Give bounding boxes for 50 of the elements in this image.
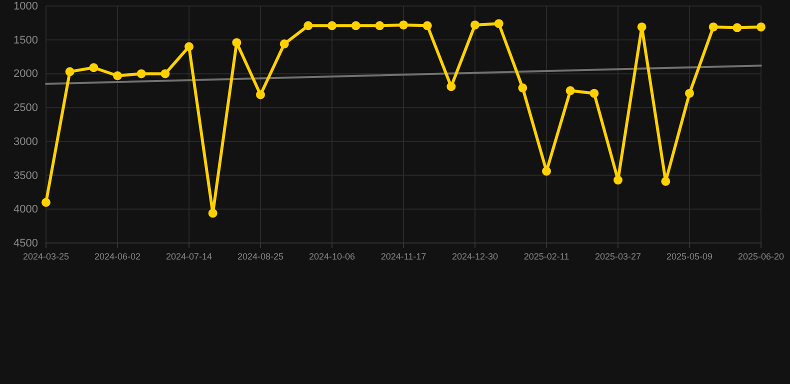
y-tick-label: 3500 bbox=[14, 170, 38, 182]
x-tick-label: 2024-11-17 bbox=[380, 251, 426, 262]
y-tick-label: 3000 bbox=[14, 136, 38, 148]
point bbox=[756, 22, 766, 32]
point bbox=[208, 208, 218, 218]
x-tick-label: 2025-06-20 bbox=[738, 251, 784, 262]
point bbox=[65, 67, 74, 76]
point bbox=[494, 19, 504, 28]
point bbox=[518, 83, 528, 92]
x-tick-label: 2025-05-09 bbox=[666, 251, 713, 262]
x-tick-label: 2024-07-14 bbox=[166, 251, 212, 262]
point bbox=[136, 69, 146, 78]
y-tick-label: 4000 bbox=[14, 204, 38, 216]
point bbox=[590, 88, 599, 98]
point bbox=[351, 21, 360, 30]
point bbox=[280, 39, 289, 48]
x-tick-label: 2025-02-11 bbox=[524, 251, 570, 262]
y-tick-label: 2500 bbox=[14, 102, 38, 114]
point bbox=[422, 21, 432, 30]
point bbox=[328, 21, 336, 30]
x-tick-label: 2024-03-25 bbox=[22, 251, 70, 262]
x-tick-label: 2024-08-25 bbox=[237, 251, 284, 262]
point bbox=[232, 38, 242, 48]
point bbox=[160, 69, 170, 78]
point bbox=[89, 63, 98, 72]
point bbox=[637, 22, 646, 32]
point bbox=[42, 198, 50, 207]
point bbox=[446, 82, 456, 92]
point bbox=[256, 90, 265, 100]
x-tick-label: 2024-10-06 bbox=[308, 251, 356, 262]
y-tick-label: 2000 bbox=[14, 68, 38, 80]
point bbox=[566, 86, 575, 96]
point bbox=[304, 21, 313, 30]
point bbox=[375, 21, 384, 30]
y-tick-label: 1500 bbox=[14, 34, 38, 46]
point bbox=[542, 166, 551, 176]
x-tick-label: 2024-06-02 bbox=[94, 251, 141, 262]
point bbox=[708, 22, 718, 32]
point bbox=[732, 23, 742, 32]
point bbox=[399, 20, 408, 30]
x-tick-label: 2024-12-30 bbox=[452, 251, 498, 262]
point bbox=[614, 176, 622, 185]
y-tick-label: 1000 bbox=[14, 0, 38, 13]
x-tick-label: 2025-03-27 bbox=[594, 251, 642, 262]
point bbox=[661, 176, 670, 186]
point bbox=[113, 71, 122, 80]
point bbox=[184, 42, 194, 52]
point bbox=[685, 88, 694, 98]
point bbox=[470, 20, 480, 30]
y-tick-label: 4500 bbox=[14, 238, 38, 250]
